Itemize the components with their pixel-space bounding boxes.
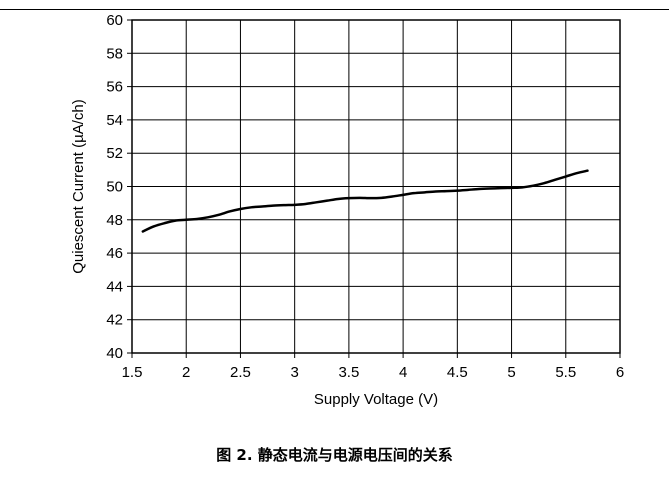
x-tick-labels: 1.5 2 2.5 3 3.5 4 4.5 5 5.5 6 (122, 353, 624, 381)
x-tick-label: 4 (399, 364, 407, 381)
grid (132, 20, 620, 353)
x-axis-title: Supply Voltage (V) (314, 391, 438, 408)
series-layer (141, 169, 589, 233)
series-line (141, 169, 589, 233)
x-tick-label: 2 (182, 364, 190, 381)
x-tick-label: 4.5 (447, 364, 468, 381)
y-tick-labels: 40 42 44 46 48 50 52 54 56 58 60 (106, 12, 132, 362)
y-tick-label: 48 (106, 212, 123, 229)
y-tick-label: 58 (106, 45, 123, 62)
figure-caption: 图 2. 静态电流与电源电压间的关系 (216, 446, 453, 464)
y-tick-label: 42 (106, 312, 123, 329)
x-tick-label: 2.5 (230, 364, 251, 381)
y-tick-label: 52 (106, 145, 123, 162)
x-tick-label: 3.5 (338, 364, 359, 381)
x-tick-label: 5.5 (555, 364, 576, 381)
y-tick-label: 44 (106, 278, 123, 295)
x-tick-label: 6 (616, 364, 624, 381)
y-tick-label: 56 (106, 79, 123, 96)
line-chart: 1.5 2 2.5 3 3.5 4 4.5 5 5.5 6 40 42 44 46 48 50 52 54 56 5… (70, 12, 624, 408)
y-tick-label: 46 (106, 245, 123, 262)
y-tick-label: 60 (106, 12, 123, 29)
x-tick-label: 5 (507, 364, 515, 381)
y-tick-label: 40 (106, 345, 123, 362)
y-axis-title: Quiescent Current (µA/ch) (70, 99, 87, 274)
y-tick-label: 54 (106, 112, 123, 129)
x-tick-label: 1.5 (122, 364, 143, 381)
y-tick-label: 50 (106, 179, 123, 196)
top-rule (0, 9, 669, 10)
x-tick-label: 3 (290, 364, 298, 381)
